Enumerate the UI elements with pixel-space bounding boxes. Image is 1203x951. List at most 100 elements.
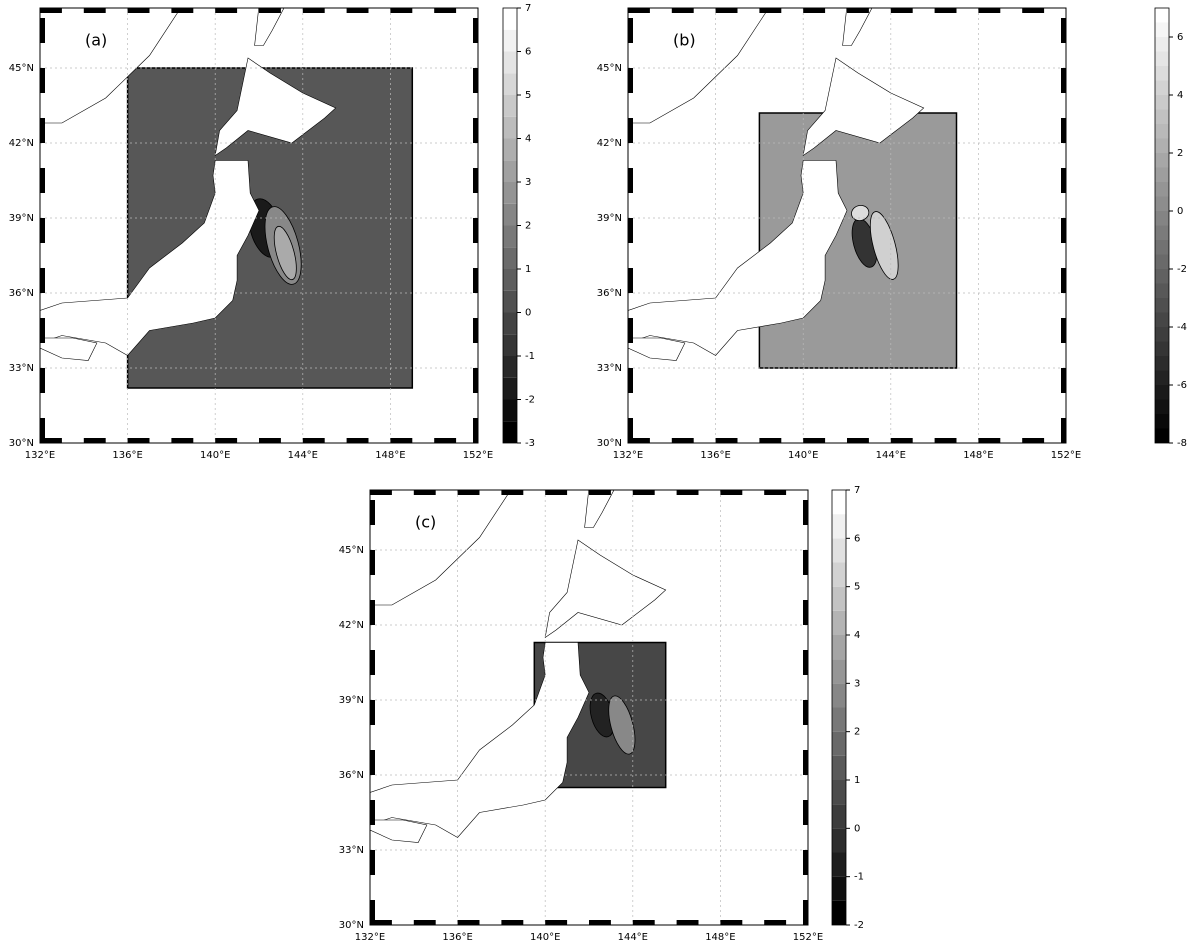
colorbar-step [1155,298,1169,313]
colorbar-step [503,52,517,74]
colorbar-step [503,182,517,204]
frame-segment [716,438,738,443]
colorbar-tick-label: 2 [525,221,531,232]
colorbar-tick-label: 1 [854,775,860,786]
frame-segment [347,438,369,443]
colorbar-tick-label: -4 [1177,322,1187,333]
frame-segment [473,418,478,443]
colorbar-tick-label: -2 [1177,264,1187,275]
y-tick-label: 42°N [597,138,622,149]
frame-segment [347,8,369,13]
frame-segment [628,68,633,93]
frame-segment [473,318,478,343]
colorbar-step [1155,226,1169,241]
colorbar-step [832,877,846,901]
colorbar-step [1155,66,1169,81]
frame-segment [458,920,480,925]
panel-label: (a) [85,31,107,50]
colorbar-step [832,659,846,683]
colorbar-step [503,95,517,117]
colorbar-tick-label: 6 [854,533,860,544]
frame-segment [370,600,375,625]
y-tick-label: 42°N [339,620,364,631]
frame-segment [716,8,738,13]
frame-segment [803,438,825,443]
frame-segment [720,920,742,925]
frame-segment [40,168,45,193]
colorbar-step [832,587,846,611]
frame-segment [390,438,412,443]
x-tick-label: 148°E [963,450,993,461]
frame-segment [759,438,781,443]
frame-segment [1022,438,1044,443]
y-tick-label: 33°N [9,363,34,374]
frame-segment [935,438,957,443]
frame-segment [390,8,412,13]
y-tick-label: 39°N [339,695,364,706]
colorbar-tick-label: -1 [525,351,535,362]
colorbar-step [503,400,517,422]
colorbar-tick-label: 6 [525,47,531,58]
colorbar-tick-label: 5 [525,90,531,101]
colorbar-tick-label: 2 [854,727,860,738]
frame-segment [803,650,808,675]
frame-segment [803,800,808,825]
colorbar-step [1155,240,1169,255]
y-tick-label: 36°N [9,288,34,299]
frame-segment [935,8,957,13]
frame-segment [473,118,478,143]
colorbar-tick-label: -6 [1177,380,1187,391]
colorbar-step [503,356,517,378]
frame-segment [215,438,237,443]
frame-segment [1061,118,1066,143]
frame-segment [370,550,375,575]
frame-segment [40,218,45,243]
frame-segment [501,490,523,495]
colorbar-tick-label: 2 [1177,148,1183,159]
x-tick-label: 144°E [876,450,906,461]
frame-segment [40,418,45,443]
frame-segment [1061,368,1066,393]
frame-segment [759,8,781,13]
y-tick-label: 39°N [597,213,622,224]
frame-segment [589,920,611,925]
frame-segment [1061,418,1066,443]
colorbar-tick-label: 0 [1177,206,1183,217]
frame-segment [434,8,456,13]
colorbar-step [503,8,517,30]
frame-segment [628,8,650,13]
frame-segment [803,850,808,875]
colorbar-step [1155,37,1169,52]
colorbar-step [1155,168,1169,183]
colorbar-step [832,683,846,707]
colorbar-step [503,247,517,269]
frame-segment [545,490,567,495]
colorbar-tick-label: -2 [525,395,535,406]
frame-segment [40,8,62,13]
colorbar-step [832,780,846,804]
colorbar-step [1155,371,1169,386]
frame-segment [40,68,45,93]
frame-segment [473,168,478,193]
frame-segment [677,490,699,495]
frame-segment [628,418,633,443]
colorbar-tick-label: -2 [854,920,864,931]
x-tick-label: 148°E [375,450,405,461]
y-tick-label: 30°N [9,438,34,449]
frame-segment [677,920,699,925]
frame-segment [370,650,375,675]
frame-segment [628,18,633,43]
frame-segment [803,550,808,575]
colorbar-step [832,853,846,877]
colorbar-step [832,490,846,514]
colorbar-step [1155,313,1169,328]
colorbar-step [1155,95,1169,110]
y-tick-label: 42°N [9,138,34,149]
frame-segment [628,318,633,343]
x-tick-label: 152°E [793,932,823,943]
colorbar-step [503,117,517,139]
colorbar-step [832,563,846,587]
frame-segment [803,8,825,13]
frame-segment [370,700,375,725]
